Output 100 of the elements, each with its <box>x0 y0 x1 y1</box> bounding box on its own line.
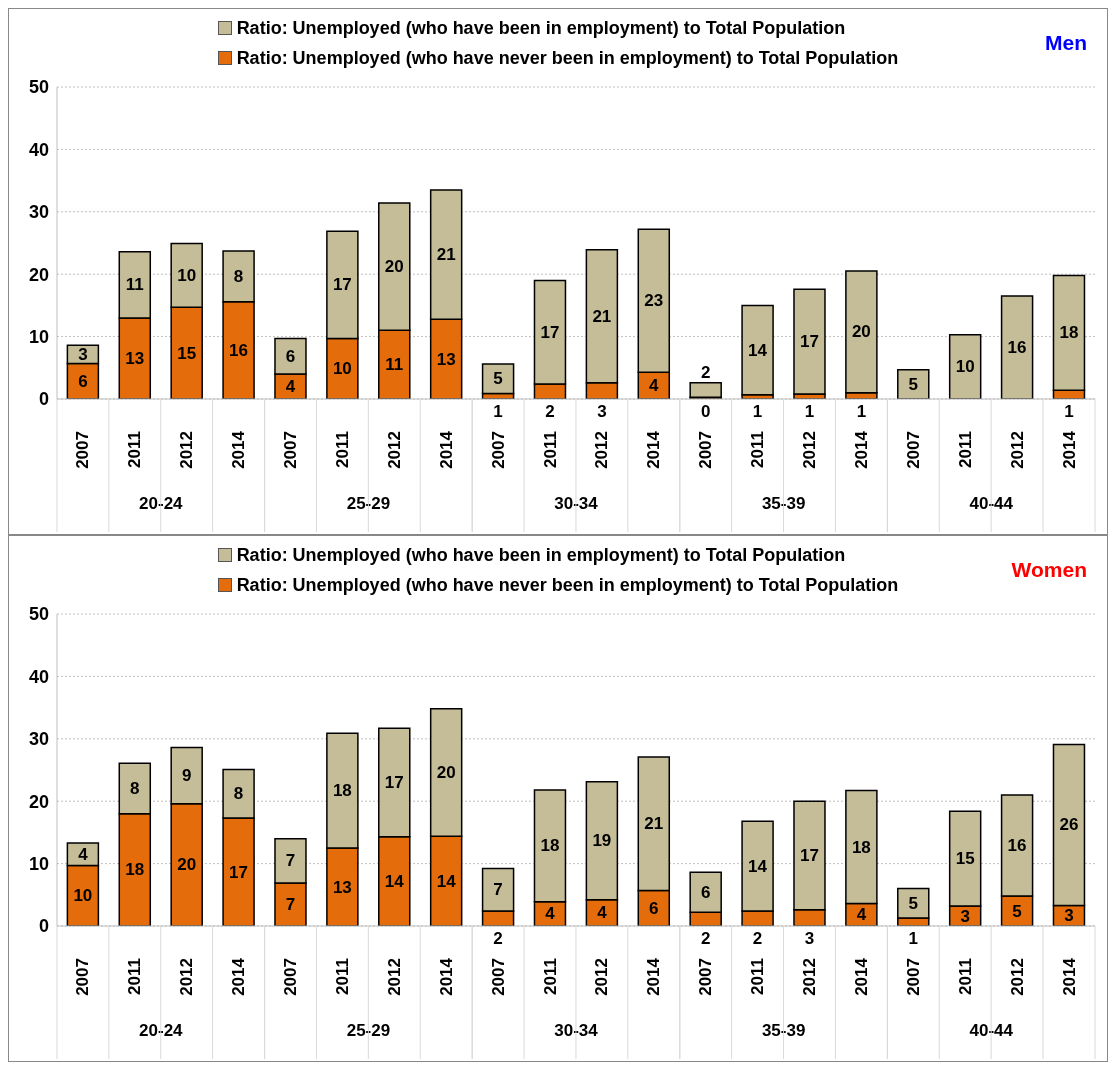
data-label: 4 <box>78 844 89 864</box>
data-label: 6 <box>78 371 88 391</box>
data-label: 18 <box>851 837 871 857</box>
data-label: 0 <box>700 401 711 421</box>
text: 40-44 <box>969 1021 1014 1040</box>
text: 20-24 <box>139 494 184 513</box>
data-label: 19 <box>592 831 612 851</box>
y-tick-label: 20 <box>28 791 49 812</box>
data-label: 14 <box>436 871 457 891</box>
x-tick-label: 2012 <box>592 958 612 996</box>
x-tick-label: 2012 <box>592 431 612 469</box>
data-label: 11 <box>385 355 404 375</box>
x-tick-label: 2007 <box>488 958 508 996</box>
data-label: 4 <box>856 905 867 925</box>
data-label: 4 <box>597 903 608 923</box>
data-label: 10 <box>177 265 197 285</box>
x-tick-label: 2007 <box>281 431 301 469</box>
data-label: 2 <box>700 928 711 948</box>
data-label: 18 <box>332 781 352 801</box>
x-tick-label: 2014 <box>644 957 664 996</box>
data-label: 23 <box>644 291 664 311</box>
chart-title: Women <box>1011 558 1087 582</box>
x-tick-label: 2012 <box>800 431 820 469</box>
data-label: 8 <box>130 778 140 798</box>
data-label: 11 <box>125 275 144 295</box>
data-label: 16 <box>1007 836 1027 855</box>
x-tick-label: 2011 <box>332 958 352 995</box>
x-tick-label: 2007 <box>73 958 93 996</box>
data-label: 7 <box>493 880 503 900</box>
data-label: 4 <box>285 377 296 397</box>
y-tick-label: 10 <box>28 853 49 874</box>
y-tick-label: 30 <box>28 202 49 223</box>
legend-label: Ratio: Unemployed (who have never been in employment) to Total Population <box>236 574 899 597</box>
data-label: 21 <box>644 814 664 834</box>
data-label: 9 <box>181 766 192 786</box>
y-tick-label: 50 <box>28 77 49 98</box>
data-label: 14 <box>748 856 768 876</box>
x-tick-label: 2014 <box>851 957 871 996</box>
text: 30-34 <box>554 494 599 513</box>
text: 35-39 <box>761 494 806 513</box>
data-label: 7 <box>285 894 296 914</box>
data-label: 2 <box>752 928 763 948</box>
data-label: 3 <box>960 906 970 926</box>
x-tick-label: 2007 <box>696 431 716 469</box>
data-label: 17 <box>332 275 352 295</box>
x-tick-label: 2014 <box>1059 957 1079 996</box>
x-tick-label: 2014 <box>436 430 456 469</box>
data-label: 26 <box>1059 815 1079 835</box>
data-label: 13 <box>125 348 145 368</box>
text: 40-44 <box>969 494 1014 513</box>
x-tick-label: 2011 <box>955 431 975 468</box>
data-label: 21 <box>592 306 612 326</box>
x-tick-label: 2014 <box>644 430 664 469</box>
data-label: 17 <box>229 862 249 882</box>
x-tick-label: 2007 <box>903 958 923 996</box>
data-label: 8 <box>233 266 244 286</box>
data-label: 15 <box>177 343 197 363</box>
x-tick-label: 2011 <box>125 431 145 468</box>
data-label: 2 <box>545 401 555 421</box>
data-label: 4 <box>545 904 556 924</box>
data-label: 18 <box>1059 323 1079 343</box>
data-label: 1 <box>493 401 503 421</box>
text: 25-29 <box>346 1021 391 1040</box>
text: 20-24 <box>139 1021 184 1040</box>
data-label: 14 <box>384 871 405 891</box>
data-label: 21 <box>436 245 456 265</box>
x-tick-label: 2012 <box>1007 958 1027 996</box>
x-tick-label: 2014 <box>229 957 249 996</box>
data-label: 6 <box>649 898 659 918</box>
x-tick-label: 2014 <box>436 957 456 996</box>
data-label: 15 <box>955 849 975 869</box>
data-label: 4 <box>649 376 660 396</box>
data-label: 6 <box>700 882 711 902</box>
y-tick-label: 0 <box>38 389 49 410</box>
data-label: 20 <box>436 763 456 782</box>
data-label: 5 <box>908 374 919 394</box>
x-tick-label: 2011 <box>540 431 560 468</box>
legend-label: Ratio: Unemployed (who have been in employment) to Total Population <box>236 17 846 40</box>
data-label: 2 <box>493 928 503 948</box>
data-label: 1 <box>752 401 763 421</box>
x-tick-label: 2012 <box>1007 431 1027 469</box>
x-tick-label: 2014 <box>229 430 249 469</box>
y-tick-label: 30 <box>28 729 49 750</box>
data-label: 18 <box>125 860 145 880</box>
data-label: 17 <box>800 845 819 865</box>
x-tick-label: 2011 <box>125 958 145 995</box>
x-tick-label: 2012 <box>384 431 404 469</box>
data-label: 13 <box>436 349 456 369</box>
data-label: 18 <box>540 836 560 856</box>
y-tick-label: 40 <box>28 139 49 160</box>
data-label: 16 <box>229 340 249 360</box>
x-tick-label: 2011 <box>955 958 975 995</box>
data-label: 3 <box>78 344 88 364</box>
x-tick-label: 2007 <box>488 431 508 469</box>
x-tick-label: 2012 <box>177 958 197 996</box>
data-label: 5 <box>908 893 919 913</box>
x-tick-label: 2012 <box>384 958 404 996</box>
data-label: 1 <box>856 401 867 421</box>
data-label: 10 <box>73 886 93 906</box>
x-tick-label: 2007 <box>903 431 923 469</box>
